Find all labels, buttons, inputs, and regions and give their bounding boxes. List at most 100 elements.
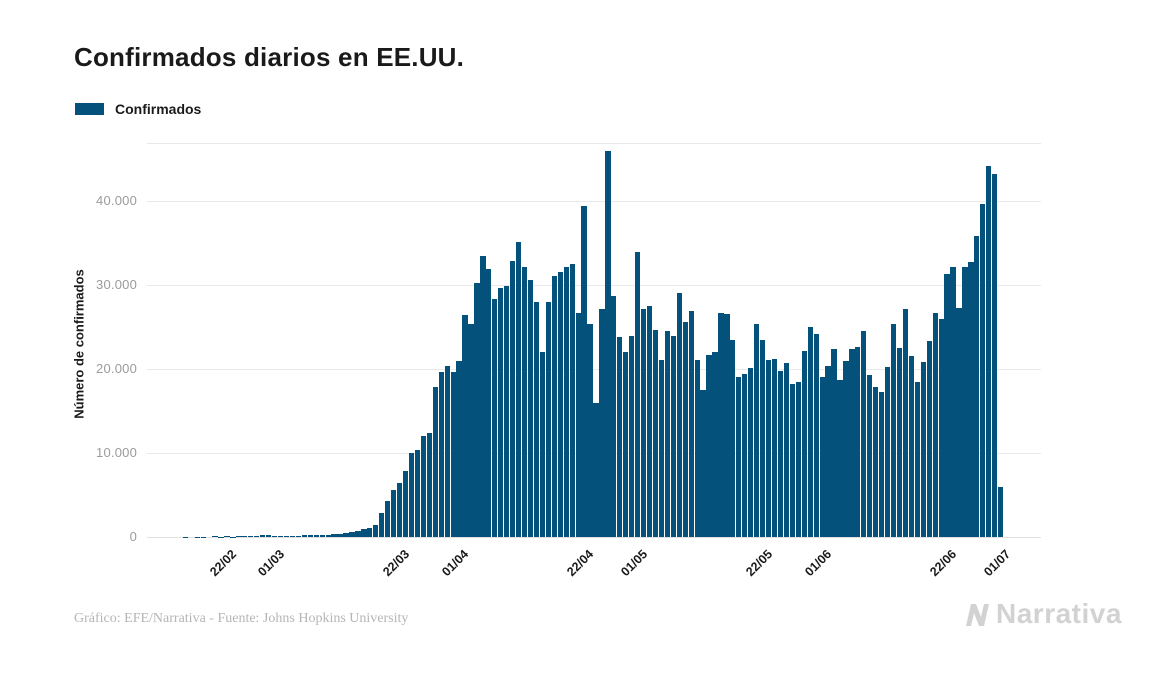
bar	[712, 352, 718, 537]
bar	[527, 279, 534, 537]
bar	[825, 366, 831, 537]
bar	[855, 347, 861, 537]
y-axis-tick-label: 10.000	[96, 445, 137, 460]
bar	[307, 535, 313, 537]
bar	[962, 266, 968, 537]
bar	[765, 359, 772, 537]
bar	[771, 358, 778, 537]
bar	[801, 351, 807, 537]
bar	[914, 381, 920, 537]
bar	[212, 536, 218, 537]
bar	[438, 372, 444, 537]
gridline	[147, 368, 1041, 370]
bar	[575, 312, 581, 537]
bar	[789, 384, 795, 537]
bar	[533, 301, 540, 537]
bar	[408, 453, 415, 537]
y-axis-tick-label: 40.000	[96, 193, 137, 208]
chart-title: Confirmados diarios en EE.UU.	[74, 42, 465, 72]
bar	[664, 331, 671, 537]
bar	[289, 535, 296, 537]
bar	[896, 348, 903, 537]
bar	[652, 329, 659, 537]
bar	[325, 534, 331, 537]
bar	[724, 314, 730, 537]
bar	[884, 367, 891, 537]
bar	[379, 513, 385, 537]
bar	[700, 390, 706, 537]
bar	[623, 352, 629, 537]
source-credit: Gráfico: EFE/Narrativa - Fuente: Johns H…	[74, 611, 409, 626]
bar	[396, 483, 403, 537]
bar	[617, 337, 623, 537]
bar	[908, 356, 915, 537]
bar	[873, 387, 879, 537]
bar	[730, 339, 736, 537]
bar	[515, 242, 522, 537]
bar	[736, 376, 742, 537]
bar	[474, 283, 480, 537]
bar	[521, 266, 528, 537]
bar	[301, 535, 307, 537]
bar	[902, 308, 909, 537]
bar	[587, 324, 593, 537]
bar	[986, 165, 992, 537]
bar	[640, 308, 647, 537]
bar	[629, 336, 635, 537]
bar	[462, 315, 468, 537]
brand-logo: Narrativa	[962, 598, 1122, 630]
brand-name: Narrativa	[996, 598, 1122, 629]
bar	[343, 532, 349, 537]
bar	[337, 533, 343, 537]
bar	[837, 379, 843, 537]
bar	[611, 295, 617, 537]
bar	[563, 267, 569, 537]
bar	[890, 323, 897, 537]
bar	[248, 535, 254, 537]
bar	[277, 536, 284, 537]
bar	[748, 368, 754, 537]
bar	[682, 321, 688, 537]
bar	[355, 530, 361, 537]
bar	[694, 359, 700, 537]
bar	[980, 204, 986, 537]
bar	[254, 535, 260, 537]
bar	[313, 534, 319, 537]
bar	[283, 535, 290, 537]
legend-swatch-icon	[75, 103, 104, 115]
gridline	[147, 200, 1041, 202]
gridline	[147, 536, 1041, 538]
bar	[319, 534, 325, 537]
bar	[266, 534, 272, 537]
bar	[551, 275, 557, 537]
y-axis-tick-label: 0	[129, 529, 137, 544]
bar	[742, 374, 748, 537]
bar	[879, 391, 885, 537]
bar	[420, 436, 426, 537]
bar	[992, 174, 998, 537]
bar	[605, 150, 611, 537]
bar	[635, 252, 641, 537]
bar	[754, 324, 760, 537]
bar	[920, 362, 926, 537]
bar	[926, 341, 932, 537]
bar	[468, 323, 474, 537]
gridline	[147, 284, 1041, 286]
bar	[861, 331, 867, 537]
y-axis-tick-label: 30.000	[96, 277, 137, 292]
bar	[402, 471, 409, 537]
bar	[367, 527, 373, 537]
legend: Confirmados	[75, 101, 201, 117]
bar	[432, 386, 438, 537]
y-axis-tick-label: 20.000	[96, 361, 137, 376]
bar	[938, 319, 944, 537]
bar	[593, 402, 599, 537]
bar	[795, 381, 801, 537]
bar	[486, 269, 492, 537]
narrativa-logo-icon	[966, 604, 989, 626]
bar	[450, 372, 456, 537]
bar	[539, 352, 546, 537]
bar	[414, 449, 421, 537]
bar	[718, 312, 724, 537]
bar	[759, 339, 766, 537]
